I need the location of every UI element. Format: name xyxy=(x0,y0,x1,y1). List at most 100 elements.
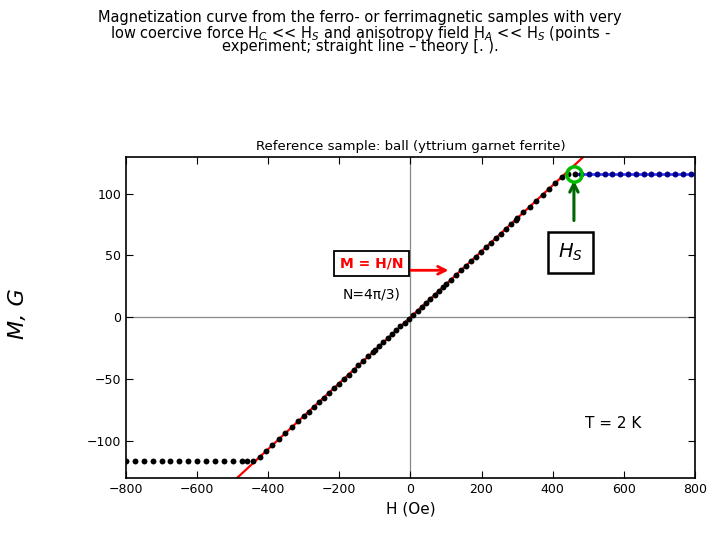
Title: Reference sample: ball (yttrium garnet ferrite): Reference sample: ball (yttrium garnet f… xyxy=(256,140,565,153)
Point xyxy=(165,456,176,465)
Point xyxy=(303,407,315,416)
Point xyxy=(524,202,536,211)
Point xyxy=(254,453,266,461)
Point xyxy=(606,170,618,178)
Point xyxy=(318,393,330,402)
Point xyxy=(353,361,364,370)
Point xyxy=(343,370,354,379)
Point xyxy=(138,456,150,465)
Point xyxy=(156,456,167,465)
Point xyxy=(358,356,369,365)
Point xyxy=(485,239,497,247)
Point xyxy=(261,447,272,455)
Point xyxy=(408,310,419,319)
Point xyxy=(395,322,406,331)
Point xyxy=(338,375,349,383)
Point xyxy=(377,338,389,347)
Point xyxy=(200,456,212,465)
Point xyxy=(292,417,304,426)
Text: Magnetization curve from the ferro- or ferrimagnetic samples with very: Magnetization curve from the ferro- or f… xyxy=(98,10,622,25)
Point xyxy=(480,243,492,252)
Point xyxy=(273,435,284,443)
Point xyxy=(500,225,511,233)
Point xyxy=(333,380,344,388)
Point xyxy=(470,252,482,261)
Point xyxy=(599,170,611,178)
Point xyxy=(549,178,561,187)
Point xyxy=(511,214,523,222)
Point xyxy=(510,215,521,224)
Point xyxy=(455,266,467,275)
Point xyxy=(475,248,487,256)
Point xyxy=(348,366,359,374)
Point xyxy=(544,184,555,193)
Point xyxy=(298,412,310,421)
Text: low coercive force H$_C$ << H$_S$ and anisotropy field H$_A$ << H$_S$ (points -: low coercive force H$_C$ << H$_S$ and an… xyxy=(109,24,611,43)
Point xyxy=(562,170,574,178)
Point xyxy=(248,456,259,465)
Point xyxy=(129,456,140,465)
Text: $H_S$: $H_S$ xyxy=(558,242,582,263)
Point xyxy=(429,291,441,299)
Point xyxy=(685,170,696,178)
Point xyxy=(235,456,247,465)
Point xyxy=(192,456,203,465)
Point xyxy=(386,330,397,339)
Point xyxy=(266,441,278,449)
Point xyxy=(308,403,320,411)
Point xyxy=(622,170,634,178)
Point xyxy=(433,287,445,295)
Point xyxy=(450,271,462,279)
Point xyxy=(591,170,603,178)
Point xyxy=(495,229,506,238)
Point xyxy=(241,456,253,465)
Point xyxy=(174,456,185,465)
Point xyxy=(328,384,339,393)
Point xyxy=(182,456,194,465)
Text: N=4π/3): N=4π/3) xyxy=(342,288,400,302)
Point xyxy=(120,456,132,465)
Point xyxy=(531,196,542,205)
Point xyxy=(556,172,567,181)
X-axis label: H (Oe): H (Oe) xyxy=(386,501,435,516)
Point xyxy=(369,346,381,355)
Point xyxy=(490,234,502,242)
Text: M = H/N: M = H/N xyxy=(340,256,403,271)
Text: experiment; straight line – theory [. ).: experiment; straight line – theory [. ). xyxy=(222,39,498,54)
Point xyxy=(399,318,410,327)
Point xyxy=(416,302,428,311)
Point xyxy=(677,170,688,178)
Point xyxy=(465,257,477,266)
Point xyxy=(147,456,158,465)
Point xyxy=(363,352,374,361)
Point xyxy=(374,342,385,350)
Point xyxy=(537,190,549,199)
Point xyxy=(382,334,393,343)
Point xyxy=(460,261,472,270)
Point xyxy=(583,170,595,178)
Point xyxy=(630,170,642,178)
Point xyxy=(227,456,238,465)
Point xyxy=(420,299,432,307)
Point xyxy=(440,280,451,288)
Point xyxy=(646,170,657,178)
Point xyxy=(661,170,672,178)
Point xyxy=(669,170,680,178)
Point xyxy=(638,170,649,178)
Text: M, G: M, G xyxy=(8,288,28,339)
Point xyxy=(654,170,665,178)
Point xyxy=(279,429,291,437)
Point xyxy=(437,282,449,291)
Point xyxy=(286,423,297,431)
Point xyxy=(445,275,456,284)
Point xyxy=(425,294,436,303)
Point xyxy=(575,170,587,178)
Point xyxy=(218,456,230,465)
Point xyxy=(412,306,423,315)
Point xyxy=(518,208,529,217)
Point xyxy=(209,456,220,465)
Point xyxy=(323,389,334,397)
Point xyxy=(505,220,516,228)
Point xyxy=(313,398,325,407)
Point xyxy=(368,347,379,356)
